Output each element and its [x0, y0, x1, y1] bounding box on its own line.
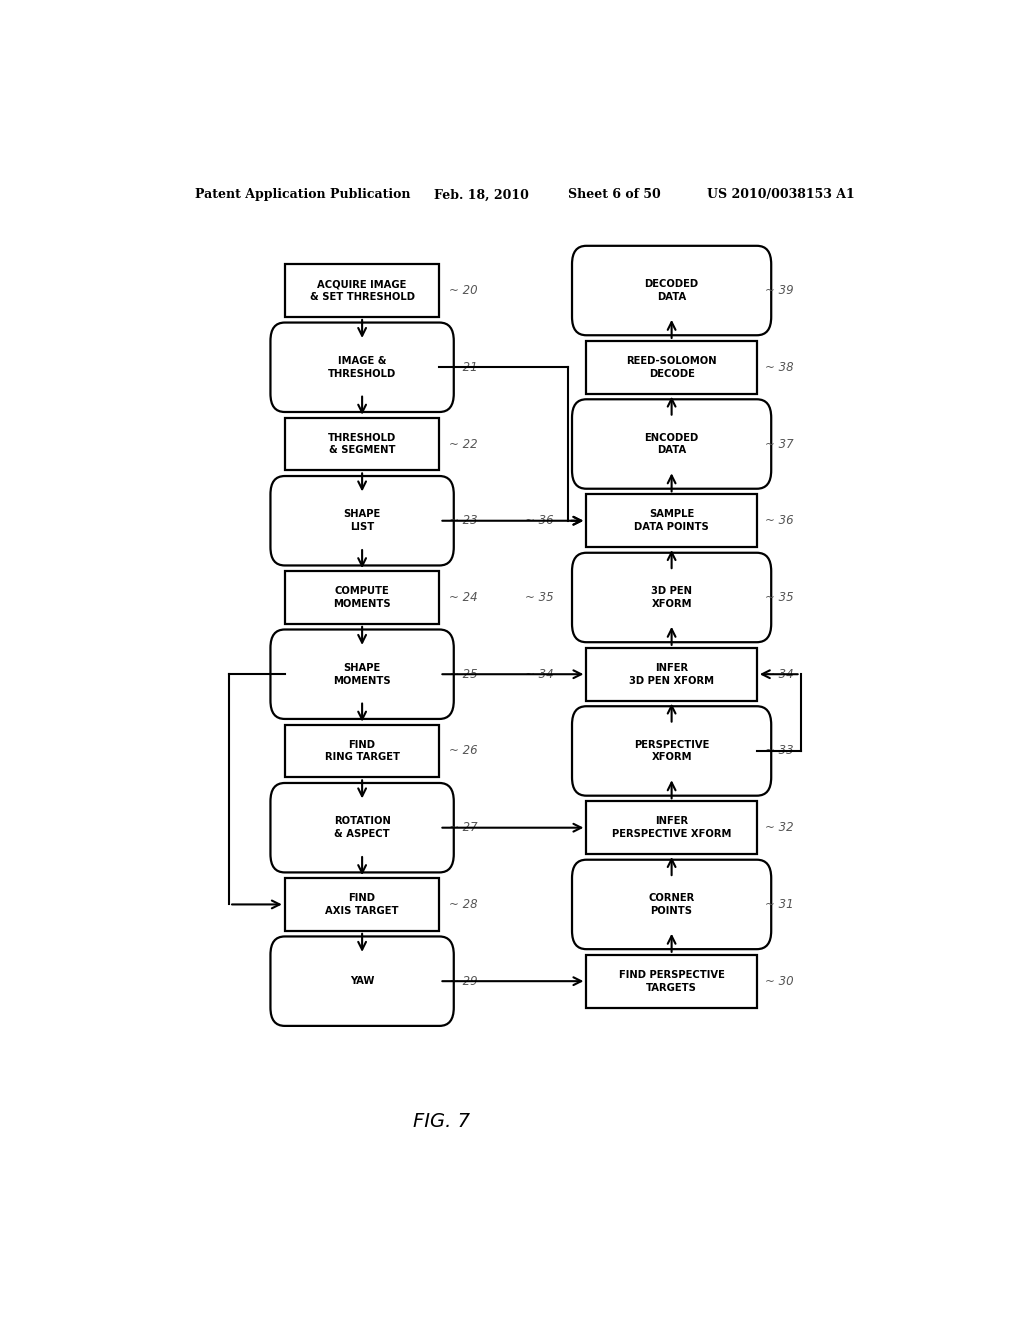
Text: 3D PEN
XFORM: 3D PEN XFORM — [651, 586, 692, 609]
Text: YAW: YAW — [350, 977, 375, 986]
FancyBboxPatch shape — [285, 417, 439, 470]
Text: ~ 35: ~ 35 — [765, 591, 794, 605]
Text: THRESHOLD
& SEGMENT: THRESHOLD & SEGMENT — [328, 433, 396, 455]
FancyBboxPatch shape — [270, 783, 454, 873]
Text: ~ 38: ~ 38 — [765, 360, 794, 374]
Text: ~ 24: ~ 24 — [449, 591, 477, 605]
Text: ~ 34: ~ 34 — [765, 668, 794, 681]
FancyBboxPatch shape — [587, 801, 757, 854]
Text: ~ 36: ~ 36 — [524, 515, 553, 527]
Text: FIG. 7: FIG. 7 — [413, 1113, 470, 1131]
Text: IMAGE &
THRESHOLD: IMAGE & THRESHOLD — [328, 356, 396, 379]
Text: SAMPLE
DATA POINTS: SAMPLE DATA POINTS — [634, 510, 709, 532]
Text: COMPUTE
MOMENTS: COMPUTE MOMENTS — [333, 586, 391, 609]
Text: US 2010/0038153 A1: US 2010/0038153 A1 — [708, 189, 855, 202]
Text: Patent Application Publication: Patent Application Publication — [196, 189, 411, 202]
Text: ~ 25: ~ 25 — [449, 668, 477, 681]
FancyBboxPatch shape — [270, 322, 454, 412]
FancyBboxPatch shape — [572, 553, 771, 643]
FancyBboxPatch shape — [587, 494, 757, 548]
FancyBboxPatch shape — [285, 572, 439, 624]
Text: ~ 31: ~ 31 — [765, 898, 794, 911]
Text: ~ 28: ~ 28 — [449, 898, 477, 911]
FancyBboxPatch shape — [270, 630, 454, 719]
Text: FIND PERSPECTIVE
TARGETS: FIND PERSPECTIVE TARGETS — [618, 970, 725, 993]
Text: ~ 34: ~ 34 — [524, 668, 553, 681]
Text: Sheet 6 of 50: Sheet 6 of 50 — [568, 189, 662, 202]
Text: SHAPE
MOMENTS: SHAPE MOMENTS — [333, 663, 391, 685]
Text: ~ 36: ~ 36 — [765, 515, 794, 527]
FancyBboxPatch shape — [587, 341, 757, 393]
Text: INFER
PERSPECTIVE XFORM: INFER PERSPECTIVE XFORM — [612, 816, 731, 840]
Text: ~ 27: ~ 27 — [449, 821, 477, 834]
Text: ~ 35: ~ 35 — [524, 591, 553, 605]
Text: ~ 26: ~ 26 — [449, 744, 477, 758]
FancyBboxPatch shape — [572, 399, 771, 488]
Text: SHAPE
LIST: SHAPE LIST — [343, 510, 381, 532]
Text: ~ 39: ~ 39 — [765, 284, 794, 297]
Text: ROTATION
& ASPECT: ROTATION & ASPECT — [334, 816, 390, 840]
Text: INFER
3D PEN XFORM: INFER 3D PEN XFORM — [629, 663, 714, 685]
Text: PERSPECTIVE
XFORM: PERSPECTIVE XFORM — [634, 739, 710, 763]
Text: Feb. 18, 2010: Feb. 18, 2010 — [433, 189, 528, 202]
Text: CORNER
POINTS: CORNER POINTS — [648, 894, 694, 916]
Text: ~ 30: ~ 30 — [765, 974, 794, 987]
Text: ENCODED
DATA: ENCODED DATA — [644, 433, 698, 455]
FancyBboxPatch shape — [270, 936, 454, 1026]
Text: ~ 20: ~ 20 — [449, 284, 477, 297]
FancyBboxPatch shape — [587, 648, 757, 701]
Text: DECODED
DATA: DECODED DATA — [644, 279, 698, 302]
Text: ~ 33: ~ 33 — [765, 744, 794, 758]
FancyBboxPatch shape — [572, 706, 771, 796]
FancyBboxPatch shape — [587, 954, 757, 1007]
Text: FIND
AXIS TARGET: FIND AXIS TARGET — [326, 894, 399, 916]
Text: ~ 37: ~ 37 — [765, 437, 794, 450]
Text: ~ 23: ~ 23 — [449, 515, 477, 527]
Text: FIND
RING TARGET: FIND RING TARGET — [325, 739, 399, 763]
Text: ~ 32: ~ 32 — [765, 821, 794, 834]
FancyBboxPatch shape — [285, 725, 439, 777]
Text: ACQUIRE IMAGE
& SET THRESHOLD: ACQUIRE IMAGE & SET THRESHOLD — [309, 279, 415, 302]
Text: REED-SOLOMON
DECODE: REED-SOLOMON DECODE — [627, 356, 717, 379]
FancyBboxPatch shape — [285, 264, 439, 317]
FancyBboxPatch shape — [285, 878, 439, 931]
FancyBboxPatch shape — [572, 246, 771, 335]
Text: ~ 21: ~ 21 — [449, 360, 477, 374]
Text: ~ 22: ~ 22 — [449, 437, 477, 450]
Text: ~ 29: ~ 29 — [449, 974, 477, 987]
FancyBboxPatch shape — [270, 477, 454, 565]
FancyBboxPatch shape — [572, 859, 771, 949]
